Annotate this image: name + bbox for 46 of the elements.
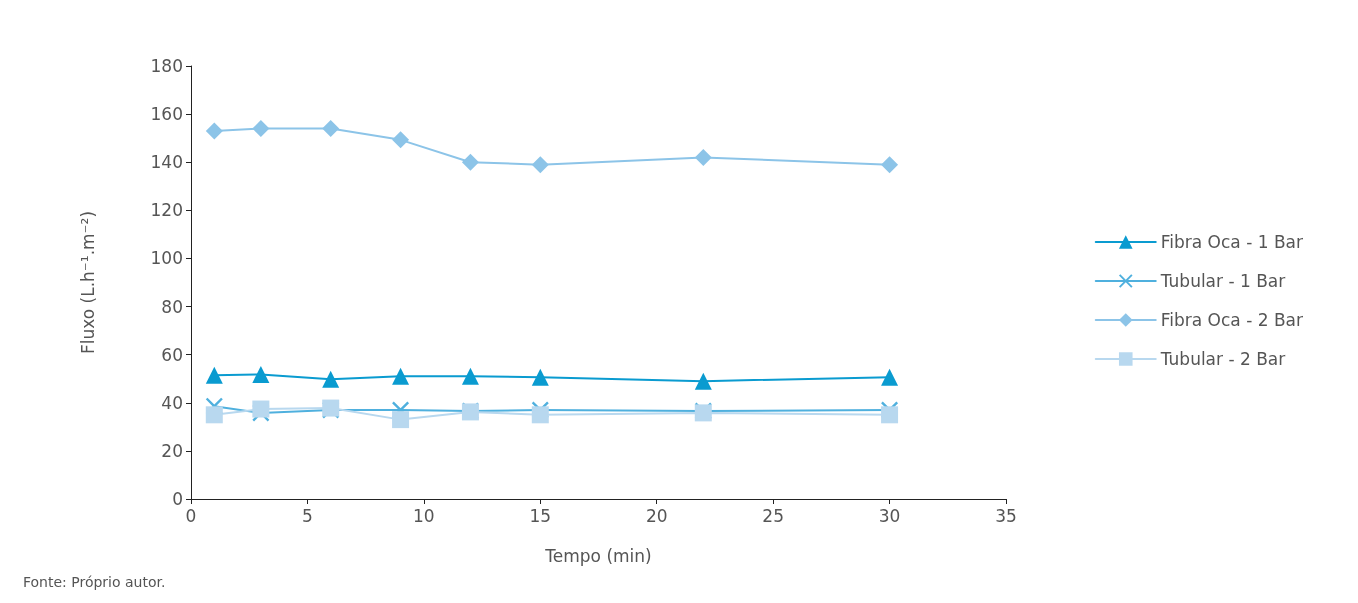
x-tick-label: 35	[995, 505, 1017, 526]
point	[205, 366, 223, 384]
x-tick-label: 25	[762, 505, 784, 526]
point	[205, 122, 223, 140]
point	[881, 368, 899, 386]
y-tick-label: 160	[150, 104, 183, 125]
point	[252, 400, 270, 418]
source-note: Fonte: Próprio autor.	[23, 574, 166, 590]
y-tick-label: 20	[161, 440, 183, 461]
x-tick-label: 20	[645, 505, 668, 526]
point	[461, 367, 479, 385]
y-tick-label: 0	[172, 489, 183, 509]
point	[881, 156, 899, 174]
y-tick-label: 80	[161, 296, 183, 317]
x-tick-label: 15	[529, 505, 552, 526]
point	[881, 406, 899, 424]
x-tick-label: 0	[185, 505, 197, 526]
x-tick-label: 10	[413, 505, 435, 526]
point	[531, 368, 549, 386]
y-axis-title: Fluxo (L.h⁻¹.m⁻²)	[77, 210, 98, 355]
point	[322, 120, 340, 138]
point	[392, 131, 410, 149]
point	[392, 411, 410, 429]
y-tick-label: 140	[150, 152, 183, 173]
y-tick-label: 120	[150, 200, 183, 221]
x-tick-label: 30	[878, 505, 901, 526]
legend-label: Tubular - 1 Bar	[1159, 271, 1286, 291]
x-tick-label: 5	[302, 505, 313, 526]
point	[531, 406, 549, 424]
point	[322, 370, 340, 388]
x-axis-title: Tempo (min)	[544, 545, 652, 566]
y-tick-label: 100	[150, 248, 183, 269]
point	[252, 120, 270, 138]
point	[205, 406, 223, 424]
y-tick-label: 40	[161, 392, 183, 413]
point	[392, 367, 410, 385]
point	[694, 148, 712, 166]
legend-label: Fibra Oca - 1 Bar	[1160, 232, 1304, 252]
point	[694, 372, 712, 390]
point	[252, 365, 270, 383]
legend-label: Tubular - 2 Bar	[1159, 349, 1286, 369]
point	[461, 153, 479, 171]
y-tick-label: 180	[150, 56, 183, 76]
y-tick-label: 60	[161, 344, 183, 365]
legend-label: Fibra Oca - 2 Bar	[1160, 310, 1304, 330]
point	[531, 156, 549, 174]
